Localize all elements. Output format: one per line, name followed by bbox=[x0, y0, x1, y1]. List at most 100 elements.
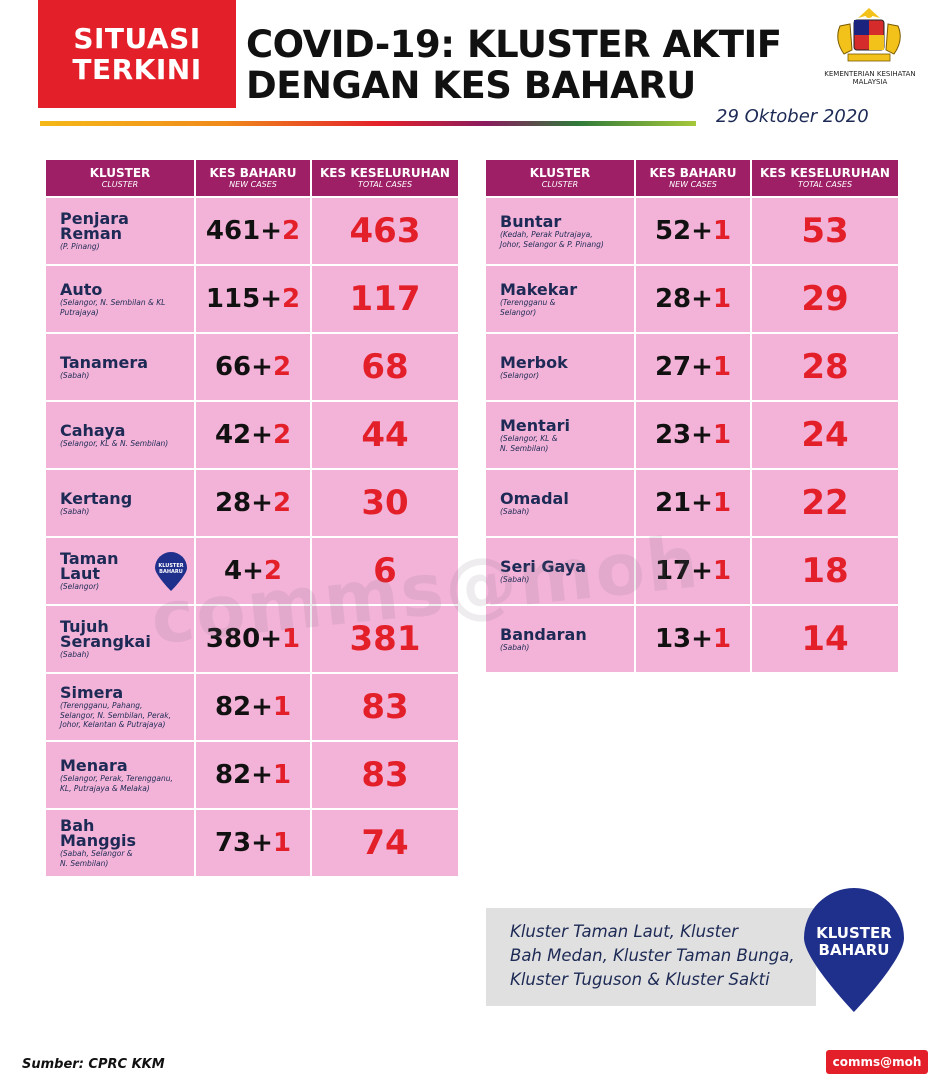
note-line-1: Kluster Taman Laut, Kluster bbox=[510, 922, 739, 941]
new-cases-increment: 1 bbox=[272, 760, 292, 790]
new-cases-increment: 2 bbox=[272, 420, 292, 450]
new-cases-base: 21+ bbox=[654, 488, 713, 518]
cluster-cell: Makekar (Terengganu & Selangor) bbox=[484, 264, 636, 334]
cluster-states: (Terengganu & bbox=[500, 297, 556, 307]
cluster-cell: Omadal (Sabah) bbox=[484, 468, 636, 538]
total-cases-cell: 463 bbox=[310, 196, 460, 266]
table-row: Merbok (Selangor) 27+1 28 bbox=[484, 332, 900, 402]
new-cases-increment: 1 bbox=[712, 216, 732, 246]
cluster-name-line-2: Manggis bbox=[60, 831, 137, 850]
new-cases-increment: 1 bbox=[712, 284, 732, 314]
note-line-2: Bah Medan, Kluster Taman Bunga, bbox=[510, 946, 795, 965]
note-line-3: Kluster Tuguson & Kluster Sakti bbox=[510, 970, 770, 989]
cluster-name: Taman bbox=[60, 549, 119, 568]
new-cases-column-header: KES BAHARU NEW CASES bbox=[194, 158, 312, 198]
cluster-name: Omadal bbox=[500, 488, 569, 508]
new-cases-increment: 1 bbox=[272, 692, 292, 722]
cluster-name: Kertang bbox=[60, 488, 133, 508]
cluster-cell: Auto (Selangor, N. Sembilan & KL Putrajaya… bbox=[44, 264, 196, 334]
total-cases-cell: 381 bbox=[310, 604, 460, 674]
cluster-cell: Seri Gaya (Sabah) bbox=[484, 536, 636, 606]
new-cases-increment: 1 bbox=[712, 488, 732, 518]
cluster-cell: Bandaran (Sabah) bbox=[484, 604, 636, 674]
new-cases-base: 66+ bbox=[214, 352, 273, 382]
new-cases-cell: 73+1 bbox=[194, 808, 312, 878]
new-cases-increment: 2 bbox=[281, 284, 301, 314]
table-row: Auto (Selangor, N. Sembilan & KL Putrajaya… bbox=[44, 264, 460, 334]
cluster-states: (Selangor, Perak, Terengganu, bbox=[60, 773, 173, 783]
cluster-states-line-2: Selangor, N. Sembilan, Perak, Johor, Kel… bbox=[60, 711, 171, 729]
badge-line-1: SITUASI bbox=[73, 22, 201, 55]
comms-handle-logo: comms@moh bbox=[826, 1050, 928, 1074]
cluster-name: Tanamera bbox=[60, 352, 149, 372]
new-cases-increment: 1 bbox=[712, 420, 732, 450]
cluster-name: Merbok bbox=[500, 352, 568, 372]
new-cases-cell: 21+1 bbox=[634, 468, 752, 538]
cluster-states: (Selangor, N. Sembilan & KL bbox=[60, 297, 166, 307]
total-cases-cell: 29 bbox=[750, 264, 900, 334]
cluster-states: (Sabah) bbox=[500, 506, 530, 516]
new-cases-cell: 27+1 bbox=[634, 332, 752, 402]
total-cases-cell: 22 bbox=[750, 468, 900, 538]
cluster-name: Simera bbox=[60, 683, 124, 702]
new-cases-cell: 28+1 bbox=[634, 264, 752, 334]
table-row: Seri Gaya (Sabah) 17+1 18 bbox=[484, 536, 900, 606]
total-cases-cell: 68 bbox=[310, 332, 460, 402]
cluster-cell: Taman Laut (Selangor) KLUSTER BAHARU bbox=[44, 536, 196, 606]
title-line-1: COVID-19: KLUSTER AKTIF bbox=[246, 23, 782, 66]
cluster-states: (Selangor) bbox=[60, 582, 100, 591]
cluster-states: (Selangor) bbox=[500, 370, 540, 380]
new-cases-base: 28+ bbox=[654, 284, 713, 314]
cluster-cell: Bah Manggis (Sabah, Selangor & N. Sembilan) bbox=[44, 808, 196, 878]
total-cases-cell: 28 bbox=[750, 332, 900, 402]
new-cases-cell: 13+1 bbox=[634, 604, 752, 674]
table-row: Tanamera (Sabah) 66+2 68 bbox=[44, 332, 460, 402]
kluster-baharu-pin-icon: KLUSTER BAHARU bbox=[804, 888, 904, 1012]
total-cases-cell: 74 bbox=[310, 808, 460, 878]
total-cases-cell: 24 bbox=[750, 400, 900, 470]
new-cases-base: 115+ bbox=[205, 284, 282, 314]
cluster-name: Cahaya bbox=[60, 420, 126, 440]
new-cases-base: 28+ bbox=[214, 488, 273, 518]
cluster-name-line-2: Reman bbox=[60, 224, 123, 243]
cluster-cell: Kertang (Sabah) bbox=[44, 468, 196, 538]
cluster-name: Tujuh bbox=[60, 617, 109, 636]
new-cases-base: 461+ bbox=[205, 216, 282, 246]
new-cases-base: 82+ bbox=[214, 692, 273, 722]
cluster-states: (Sabah, Selangor & bbox=[60, 849, 133, 858]
ministry-line-2: MALAYSIA bbox=[852, 78, 888, 86]
new-cases-increment: 2 bbox=[263, 556, 282, 586]
header-divider bbox=[40, 121, 696, 126]
new-cases-cell: 28+2 bbox=[194, 468, 312, 538]
new-cases-cell: 42+2 bbox=[194, 400, 312, 470]
cluster-name: Seri Gaya bbox=[500, 556, 586, 576]
cluster-column-header: KLUSTER CLUSTER bbox=[484, 158, 636, 198]
table-row: Buntar (Kedah, Perak Putrajaya, Johor, Sel… bbox=[484, 196, 900, 266]
new-cases-base: 17+ bbox=[654, 556, 713, 586]
total-cases-cell: 30 bbox=[310, 468, 460, 538]
total-cases-cell: 14 bbox=[750, 604, 900, 674]
total-cases-cell: 117 bbox=[310, 264, 460, 334]
table-row: Penjara Reman (P. Pinang) 461+2 463 bbox=[44, 196, 460, 266]
cluster-states-line-2: N. Sembilan) bbox=[500, 443, 549, 453]
cluster-cell: Merbok (Selangor) bbox=[484, 332, 636, 402]
big-pin-line-2: BAHARU bbox=[819, 941, 890, 959]
ministry-line-1: KEMENTERIAN KESIHATAN bbox=[824, 70, 916, 78]
new-cases-cell: 115+2 bbox=[194, 264, 312, 334]
cluster-cell: Tujuh Serangkai (Sabah) bbox=[44, 604, 196, 674]
cluster-cell: Mentari (Selangor, KL & N. Sembilan) bbox=[484, 400, 636, 470]
cluster-cell: Penjara Reman (P. Pinang) bbox=[44, 196, 196, 266]
new-cases-cell: 4+2 bbox=[194, 536, 312, 606]
new-cases-increment: 1 bbox=[712, 352, 732, 382]
new-cases-increment: 1 bbox=[281, 624, 301, 654]
new-cases-cell: 461+2 bbox=[194, 196, 312, 266]
cluster-states-line-2: N. Sembilan) bbox=[60, 859, 109, 868]
cluster-name: Penjara bbox=[60, 209, 129, 228]
new-cases-base: 13+ bbox=[654, 624, 713, 654]
cluster-cell: Buntar (Kedah, Perak Putrajaya, Johor, Sel… bbox=[484, 196, 636, 266]
cluster-states: (Kedah, Perak Putrajaya, bbox=[500, 229, 593, 239]
cluster-states-line-2: KL, Putrajaya & Melaka) bbox=[60, 783, 150, 793]
new-cases-base: 82+ bbox=[214, 760, 273, 790]
cluster-states: (Sabah) bbox=[500, 642, 530, 652]
new-cases-cell: 82+1 bbox=[194, 672, 312, 742]
